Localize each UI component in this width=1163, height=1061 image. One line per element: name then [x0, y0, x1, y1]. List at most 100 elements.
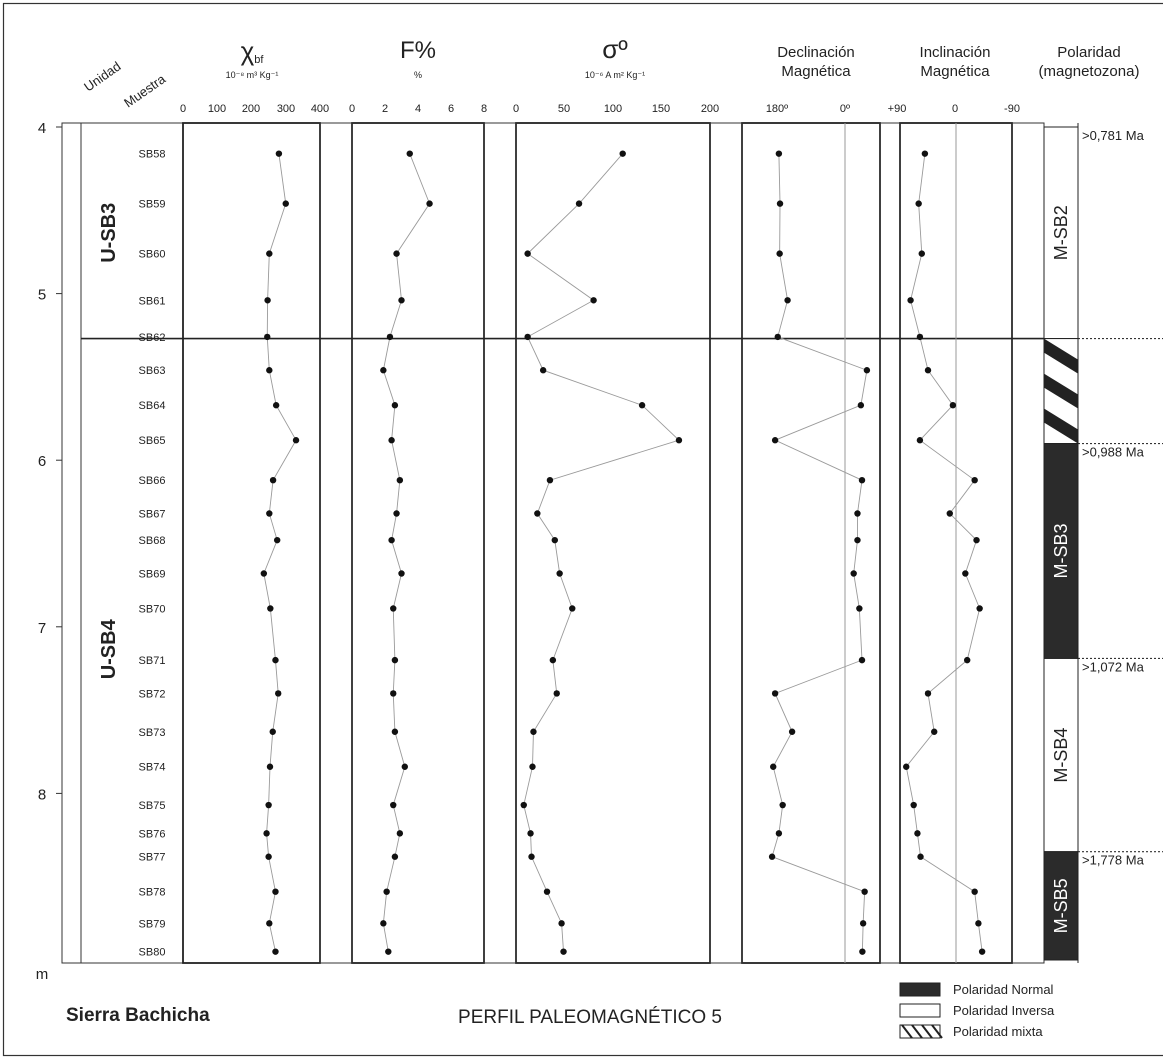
chi-point-sb80: [272, 948, 279, 955]
sample-label-sb78: SB78: [139, 887, 166, 899]
chi-point-sb67: [266, 510, 273, 517]
legend-mixta-stripe: [911, 1024, 923, 1039]
f-units: %: [414, 70, 422, 80]
f-point-sb63: [380, 367, 387, 374]
f-point-sb73: [391, 728, 399, 735]
chi-point-sb68: [273, 536, 281, 544]
chi-point-sb69: [260, 570, 268, 577]
f-point-sb69: [398, 570, 405, 577]
f-point-sb71: [391, 656, 399, 664]
legend-label-inversa: Polaridad Inversa: [953, 1003, 1055, 1018]
decl-point-sb73: [788, 728, 796, 735]
chi-title: χbf: [241, 36, 265, 66]
decl-series: [768, 150, 871, 955]
chi-point-sb64: [272, 402, 280, 409]
chi-point-sb74: [266, 763, 274, 770]
incl-tick-label: 0: [952, 103, 958, 115]
sample-label-sb59: SB59: [139, 199, 166, 211]
location-label: Sierra Bachicha: [66, 1005, 210, 1026]
magnetozone-label: M-SB5: [1051, 878, 1071, 933]
polarity-block-inversa: [1043, 126, 1079, 340]
depth-tick-label: 5: [38, 287, 46, 304]
sigma-point-sb68: [551, 536, 558, 544]
depth-tick-label: 4: [38, 120, 46, 137]
chi-point-sb66: [269, 476, 277, 484]
inclination-title-2: Magnética: [920, 63, 990, 80]
sample-label-sb63: SB63: [139, 365, 166, 377]
incl-point-sb61: [907, 297, 914, 304]
incl-point-sb59: [915, 200, 922, 207]
spacer-box-3: [879, 122, 901, 964]
incl-point-sb67: [946, 510, 953, 517]
decl-point-sb69: [850, 570, 857, 577]
chi-units: 10⁻⁸ m³ Kg⁻¹: [226, 70, 279, 80]
f-tick-label: 4: [415, 103, 421, 115]
decl-point-sb61: [784, 297, 791, 304]
sample-label-sb65: SB65: [139, 435, 166, 447]
incl-point-sb75: [910, 801, 917, 809]
decl-point-sb58: [775, 150, 783, 157]
decl-point-sb72: [771, 690, 779, 697]
chi-subscript: bf: [254, 54, 264, 66]
magnetozone-label: M-SB4: [1051, 728, 1071, 783]
sample-label-sb66: SB66: [139, 475, 166, 487]
ticks-layer: 0 100 200 300 400 0 2 4 6 8 0 50 100 150 200 180º 0º +90 0…: [180, 103, 1020, 115]
sigma-point-sb58: [619, 150, 626, 157]
decl-point-sb71: [858, 656, 866, 664]
decl-point-sb68: [854, 536, 861, 544]
decl-point-sb67: [854, 510, 861, 517]
sigma-tick-label: 200: [701, 103, 719, 115]
chi-tick-label: 300: [277, 103, 295, 115]
chi-point-sb70: [267, 605, 274, 612]
decl-point-sb59: [776, 200, 784, 207]
sample-label-sb77: SB77: [139, 852, 166, 864]
f-point-sb78: [383, 888, 390, 895]
sample-label-sb61: SB61: [139, 295, 166, 307]
sigma-point-sb71: [549, 656, 557, 664]
polarity-zone-mixta-1: [1043, 337, 1163, 445]
incl-tick-label: +90: [888, 103, 907, 115]
incl-series: [903, 150, 986, 955]
sample-label-sb62: SB62: [139, 332, 166, 344]
inclination-title-1: Inclinación: [920, 44, 991, 61]
incl-point-sb77: [917, 853, 924, 860]
sigma-point-sb70: [569, 605, 576, 612]
sigma-point-sb67: [534, 510, 541, 517]
depth-tick-label: 7: [38, 620, 46, 637]
panel-box-1: [351, 122, 485, 964]
decl-series-line: [771, 153, 868, 952]
incl-point-sb71: [964, 656, 971, 664]
chi-series: [260, 150, 300, 955]
f-tick-label: 8: [481, 103, 487, 115]
chi-point-sb63: [266, 367, 273, 374]
decl-point-sb80: [859, 948, 866, 955]
incl-point-sb64: [949, 402, 957, 409]
decl-point-sb66: [858, 476, 866, 484]
sigma-point-sb78: [543, 888, 551, 895]
decl-point-sb60: [776, 250, 783, 257]
chi-point-sb75: [265, 801, 272, 809]
headers-layer: Unidad Muestra χbf 10⁻⁸ m³ Kg⁻¹ F% % σº …: [81, 34, 1139, 110]
f-point-sb59: [426, 200, 433, 207]
f-point-sb67: [393, 510, 400, 517]
depth-tick-label: 8: [38, 786, 46, 803]
chi-point-sb73: [269, 728, 276, 735]
legend-item-mixta: Polaridad mixta: [899, 1024, 1043, 1039]
panel-box-2: [515, 122, 711, 964]
zone-age-label: >1,072 Ma: [1082, 659, 1145, 674]
polarity-zone-m-sb3: M-SB3 >0,988 Ma: [1043, 442, 1163, 659]
sigma-tick-label: 50: [558, 103, 570, 115]
legend-mixta-stripe: [931, 1024, 943, 1039]
polarity-title-2: (magnetozona): [1039, 63, 1140, 80]
sigma-point-sb69: [556, 570, 563, 577]
incl-point-sb72: [924, 690, 932, 697]
sigma-title: σº: [602, 34, 628, 64]
decl-point-sb76: [775, 830, 783, 837]
sigma-tick-label: 150: [652, 103, 670, 115]
stratigraphic-units: U-SB3 U-SB4: [98, 203, 120, 680]
f-tick-label: 0: [349, 103, 355, 115]
f-point-sb74: [401, 763, 408, 770]
chi-point-sb65: [292, 437, 300, 444]
polarity-zone-m-sb4: M-SB4 >1,072 Ma: [1043, 657, 1163, 853]
mixta-stripe: [1044, 338, 1078, 374]
